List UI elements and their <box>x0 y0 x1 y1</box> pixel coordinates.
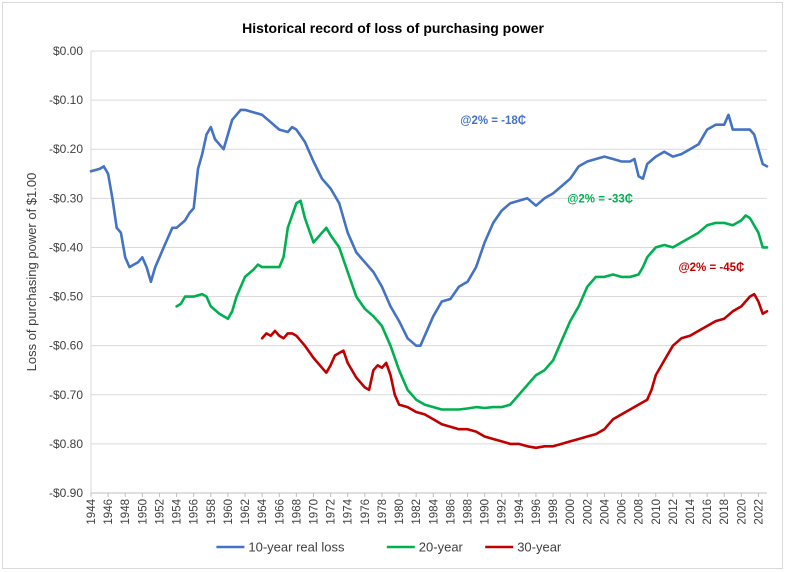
y-tick-label: -$0.10 <box>49 93 83 107</box>
x-tick-label: 1962 <box>240 499 252 525</box>
x-tick-label: 1970 <box>308 499 320 525</box>
y-tick-label: -$0.30 <box>49 191 83 205</box>
x-tick-label: 1972 <box>326 499 338 525</box>
x-tick-label: 1998 <box>548 499 560 525</box>
x-tick-label: 1964 <box>257 498 269 524</box>
x-tick-label: 1974 <box>343 498 355 524</box>
x-tick-label: 1952 <box>154 499 166 525</box>
x-tick-label: 1944 <box>86 498 98 524</box>
y-axis-ticks: $0.00 -$0.10 -$0.20 -$0.30 -$0.40 -$0.50 -$0.6… <box>49 44 83 500</box>
x-tick-label: 1980 <box>394 499 406 525</box>
x-tick-label: 2010 <box>651 499 663 525</box>
x-tick-label: 1994 <box>514 498 526 524</box>
y-tick-label: -$0.60 <box>49 339 83 353</box>
y-tick-label: $0.00 <box>53 44 83 58</box>
x-tick-label: 2022 <box>753 499 765 525</box>
legend-entry: 30-year <box>517 540 562 555</box>
x-tick-label: 1984 <box>428 498 440 524</box>
y-tick-label: -$0.80 <box>49 437 83 451</box>
x-tick-label: 1966 <box>274 499 286 525</box>
x-tick-label: 2008 <box>634 499 646 525</box>
chart-title: Historical record of loss of purchasing … <box>242 20 544 36</box>
x-tick-label: 1968 <box>291 499 303 525</box>
x-tick-label: 2018 <box>719 499 731 525</box>
x-tick-label: 1978 <box>377 499 389 525</box>
annotations: @2% = -18₵ @2% = -33₵ @2% = -45₵ <box>460 115 744 274</box>
legend-entry: 10-year real loss <box>248 540 345 555</box>
y-tick-label: -$0.40 <box>49 240 83 254</box>
x-tick-label: 2016 <box>702 499 714 525</box>
gridlines <box>90 50 767 494</box>
x-tick-label: 1956 <box>189 499 201 525</box>
series-line-2 <box>175 199 769 411</box>
series-lines <box>89 108 769 450</box>
x-tick-label: 2000 <box>565 499 577 525</box>
legend-entry: 20-year <box>419 540 464 555</box>
x-tick-label: 1982 <box>411 499 423 525</box>
y-tick-label: -$0.50 <box>49 290 83 304</box>
y-tick-label: -$0.90 <box>49 486 83 500</box>
x-tick-label: 1986 <box>445 499 457 525</box>
series-line-3 <box>260 292 769 450</box>
x-tick-label: 1992 <box>497 499 509 525</box>
series-line-1 <box>89 108 769 347</box>
annotation-label: @2% = -33₵ <box>567 193 633 205</box>
x-tick-label: 1948 <box>120 499 132 525</box>
x-tick-label: 1950 <box>137 499 149 525</box>
x-tick-label: 2004 <box>599 498 611 524</box>
annotation-label: @2% = -18₵ <box>460 115 526 127</box>
x-axis-ticks: 1944 1946 1948 1950 1952 1954 1956 1958 1960 1962… <box>86 493 765 525</box>
annotation-label: @2% = -45₵ <box>678 262 744 274</box>
x-tick-label: 1946 <box>103 499 115 525</box>
x-tick-label: 1960 <box>223 499 235 525</box>
y-tick-label: -$0.20 <box>49 142 83 156</box>
x-tick-label: 1954 <box>172 498 184 524</box>
x-tick-label: 2006 <box>617 499 629 525</box>
x-tick-label: 2012 <box>668 499 680 525</box>
x-tick-label: 2020 <box>736 499 748 525</box>
y-tick-label: -$0.70 <box>49 388 83 402</box>
x-tick-label: 1996 <box>531 499 543 525</box>
x-tick-label: 2002 <box>582 499 594 525</box>
x-tick-label: 1976 <box>360 499 372 525</box>
x-tick-label: 1988 <box>463 499 475 525</box>
x-tick-label: 2014 <box>685 498 697 524</box>
legend: 10-year real loss 20-year 30-year <box>216 540 562 555</box>
x-tick-label: 1958 <box>206 499 218 525</box>
y-axis-label: Loss of purchasing power of $1.00 <box>24 173 39 372</box>
x-tick-label: 1990 <box>480 499 492 525</box>
